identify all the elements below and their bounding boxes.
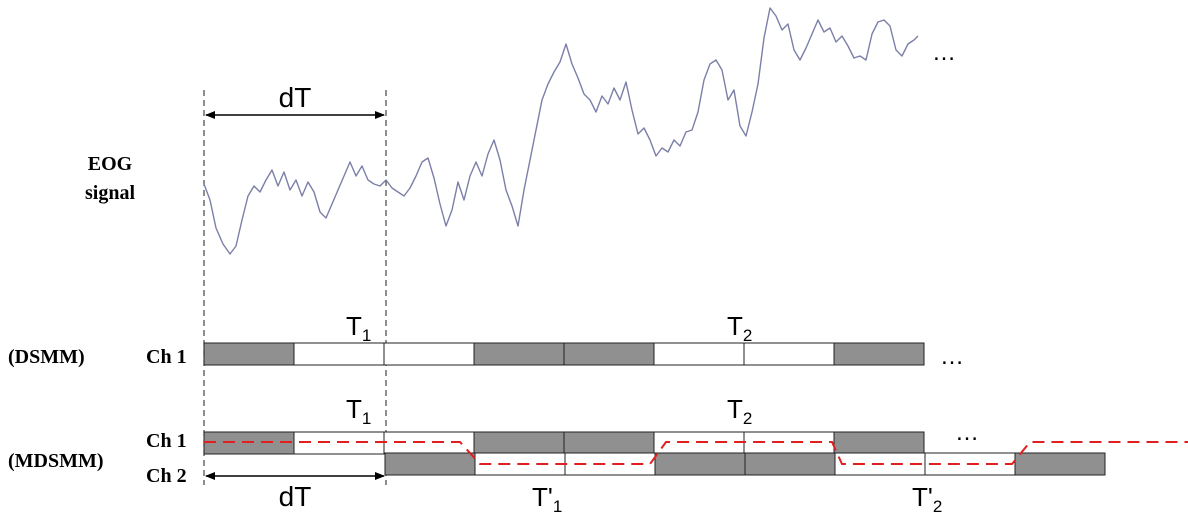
dt-label-top: dT: [279, 82, 312, 113]
mdsmm-ch1-block-filled: [563, 431, 655, 455]
eog-label-line2: signal: [85, 182, 135, 204]
dsmm-ch1-block-filled: [473, 342, 565, 366]
mdsmm-t2-label: T2: [727, 394, 752, 428]
mdsmm-ellipsis: …: [955, 419, 979, 446]
dsmm-ch1-block-empty: [293, 342, 385, 366]
mdsmm-ch1-blocks: [203, 431, 925, 455]
mdsmm-switch-path: [204, 441, 1188, 465]
mdsmm-ch2-block-filled: [654, 452, 746, 476]
dsmm-ch1-blocks: [203, 342, 925, 366]
mdsmm-ch2-block-filled: [384, 452, 476, 476]
eog-label-line1: EOG: [88, 153, 133, 175]
dsmm-ch1-block-empty: [383, 342, 475, 366]
dsmm-ch1-label: Ch 1: [146, 346, 187, 368]
signal-ellipsis: …: [932, 39, 956, 66]
mdsmm-ch1-block-filled: [833, 431, 925, 455]
mdsmm-ch1-label: Ch 1: [146, 430, 187, 452]
dsmm-ellipsis: …: [940, 343, 964, 370]
dsmm-t1-label: T1: [346, 311, 371, 345]
dsmm-ch1-block-filled: [833, 342, 925, 366]
dsmm-ch1-block-filled: [563, 342, 655, 366]
mdsmm-tp1-label: T'1: [532, 482, 562, 515]
dsmm-ch1-block-filled: [203, 342, 295, 366]
eog-signal-waveform: [203, 7, 919, 255]
mdsmm-t1-label: T1: [346, 394, 371, 428]
mdsmm-ch2-block-filled: [1014, 452, 1106, 476]
dt-label-bottom: dT: [279, 481, 312, 512]
mdsmm-ch1-block-filled: [473, 431, 565, 455]
dsmm-ch1-block-empty: [653, 342, 745, 366]
mdsmm-ch2-label: Ch 2: [146, 465, 187, 487]
mdsmm-tp2-label: T'2: [912, 482, 942, 515]
mdsmm-label: (MDSMM): [8, 450, 104, 472]
dsmm-ch1-block-empty: [743, 342, 835, 366]
mdsmm-ch2-block-filled: [744, 452, 836, 476]
dsmm-label: (DSMM): [8, 346, 85, 368]
dsmm-t2-label: T2: [727, 311, 752, 345]
